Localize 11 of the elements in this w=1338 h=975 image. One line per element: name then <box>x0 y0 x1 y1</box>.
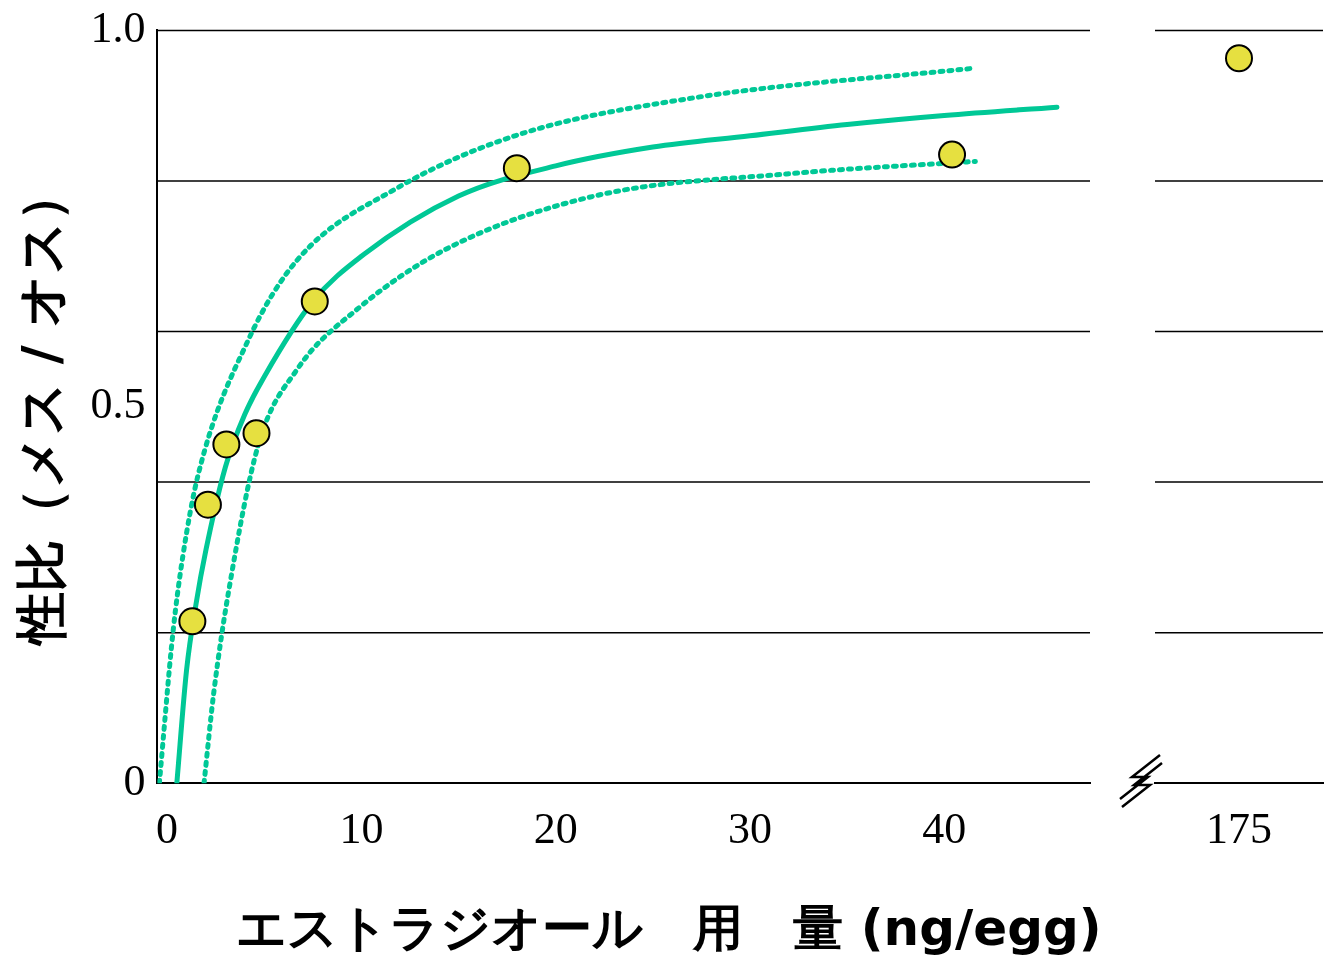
x-tick-label: 175 <box>1206 804 1272 854</box>
x-tick-label: 10 <box>339 804 384 854</box>
x-tick-label: 0 <box>156 804 179 854</box>
y-tick-label: 1.0 <box>90 2 146 52</box>
x-tick-label: 20 <box>533 804 578 854</box>
y-tick-label: 0 <box>123 755 146 805</box>
x-axis-title: エストラジオール 用 量 (ng/egg) <box>235 898 1103 959</box>
y-axis-title: 性比（メス / オス） <box>10 169 71 648</box>
x-tick-label: 30 <box>727 804 772 854</box>
x-tick-label: 40 <box>922 804 967 854</box>
y-tick-label: 0.5 <box>90 379 146 429</box>
